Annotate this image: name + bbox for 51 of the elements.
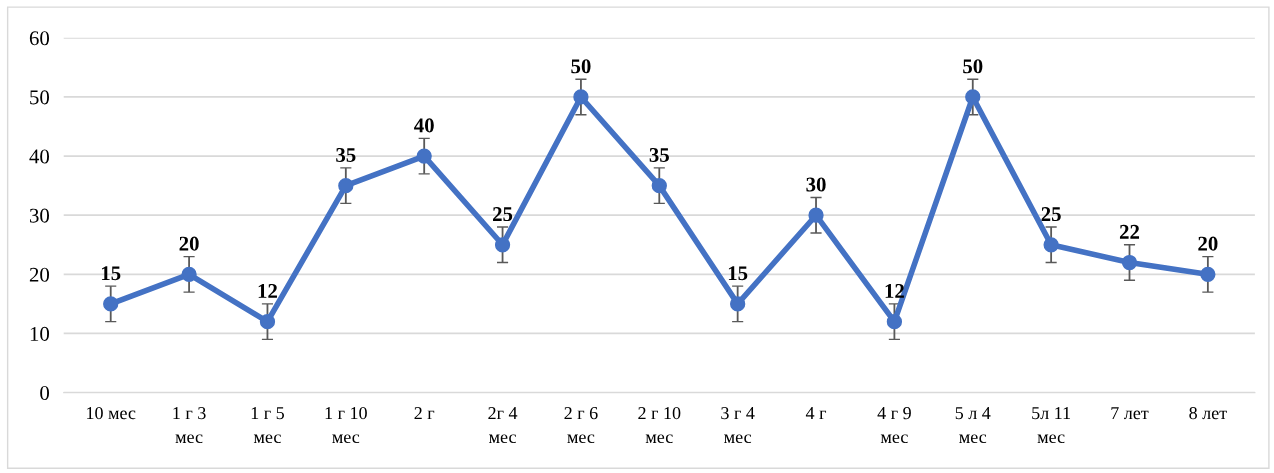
data-label: 25 xyxy=(493,207,513,222)
y-tick-label: 30 xyxy=(29,208,50,223)
point xyxy=(416,148,432,164)
data-label: 15 xyxy=(728,266,748,281)
point xyxy=(181,266,197,282)
point xyxy=(886,314,903,330)
point xyxy=(573,89,589,105)
point xyxy=(338,178,354,194)
x-tick-label: 8 лет xyxy=(1189,407,1227,420)
y-tick-label: 50 xyxy=(30,90,50,105)
point xyxy=(730,296,746,312)
point xyxy=(103,296,119,312)
data-label: 30 xyxy=(806,177,826,192)
point xyxy=(1200,266,1216,282)
y-tick-label: 60 xyxy=(29,31,50,46)
x-tick-label: 3 г 4 мес xyxy=(721,407,755,444)
x-tick-label: 5 л 4 мес xyxy=(955,407,991,444)
data-label: 40 xyxy=(414,118,434,133)
x-tick-label: 1 г 3 мес xyxy=(173,407,206,444)
y-tick-label: 0 xyxy=(40,385,50,401)
data-label: 20 xyxy=(179,236,199,251)
data-label: 12 xyxy=(258,283,277,298)
data-label: 35 xyxy=(649,147,669,162)
data-label: 20 xyxy=(1198,236,1218,251)
point xyxy=(965,89,981,105)
data-label: 50 xyxy=(963,59,983,74)
x-tick-label: 2г 4 мес xyxy=(488,407,518,444)
point xyxy=(1121,254,1138,271)
x-tick-label: 4 г 9 мес xyxy=(877,407,911,444)
x-tick-label: 2 г 6 мес xyxy=(564,407,598,444)
y-tick-label: 20 xyxy=(29,267,50,282)
x-tick-label: 2 г xyxy=(414,407,435,420)
data-label: 15 xyxy=(101,266,121,281)
x-tick-label: 1 г 10 мес xyxy=(325,407,367,444)
data-label: 50 xyxy=(571,59,591,74)
y-tick-label: 40 xyxy=(29,149,50,164)
y-tick-label: 10 xyxy=(30,326,50,341)
point xyxy=(259,314,276,330)
point xyxy=(1043,237,1059,253)
point xyxy=(494,237,511,253)
x-tick-label: 10 мес xyxy=(87,407,136,420)
x-tick-label: 2 г 10 мес xyxy=(638,407,681,444)
x-tick-label: 1 г 5 мес xyxy=(251,407,284,444)
point xyxy=(651,178,667,194)
x-tick-label: 7 лет xyxy=(1111,407,1149,420)
data-label: 35 xyxy=(336,147,356,162)
data-label: 25 xyxy=(1041,207,1061,222)
x-tick-label: 5л 11 мес xyxy=(1032,407,1071,444)
data-label: 22 xyxy=(1119,224,1140,239)
point xyxy=(808,207,824,223)
x-tick-label: 4 г xyxy=(805,407,827,420)
